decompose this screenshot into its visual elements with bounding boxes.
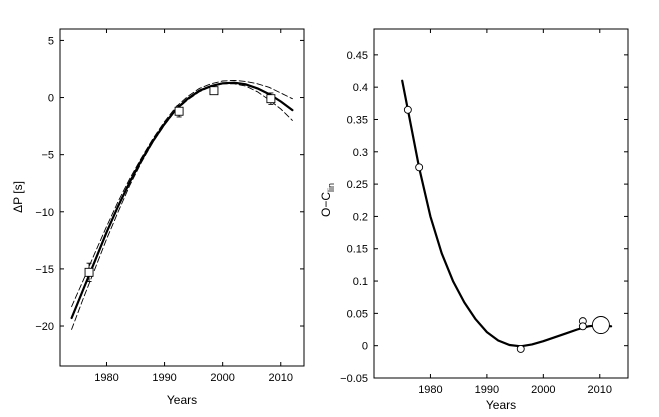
left-x-ticks: 1980 1990 2000 2010: [94, 29, 293, 384]
right-y-tick-label: 0.3: [353, 147, 368, 159]
right-y-tick-label: 0.15: [347, 244, 368, 256]
right-y-axis-label: O−Clin: [319, 183, 336, 217]
right-panel: 1980 1990 2000 2010 0.450.40.350.30.250.20.…: [319, 28, 629, 412]
right-x-tick-label: 2010: [588, 384, 612, 396]
right-y-ticks: 0.45 0.4 0.35 0.3 0.25 0.2 0.15 0.1 0.05 0 −0.05: [340, 50, 628, 385]
right-circle-marker: [403, 105, 412, 114]
left-y-tick-label: −5: [41, 150, 54, 162]
left-x-tick-label: 2010: [269, 372, 293, 384]
left-y-ticks: 5 0 −5 −10 −15 −20: [35, 35, 304, 333]
left-square-marker: [84, 267, 94, 277]
right-x-ticks: 1980 1990 2000 2010: [418, 29, 612, 396]
right-circle-marker: [415, 163, 424, 172]
right-x-tick-label: 2000: [531, 384, 555, 396]
left-y-tick-label: −10: [35, 207, 54, 219]
right-circle-marker: [516, 344, 525, 353]
left-y-tick-label: −15: [35, 264, 54, 276]
right-y-tick-label: 0.35: [347, 114, 368, 126]
left-series-fit-lower: [71, 83, 293, 330]
right-y-tick-label: 0.25: [347, 179, 368, 191]
right-curves: [401, 79, 613, 348]
right-y-tick-label: 0.1: [353, 276, 368, 288]
right-y-axis-label-sub: lin: [326, 183, 336, 192]
left-y-tick-label: 0: [48, 93, 54, 105]
left-square-marker: [209, 86, 219, 96]
left-panel: 1980 1990 2000 2010 5 0 −5 −10 −15 −20 Years ΔP …: [11, 28, 305, 407]
right-data-points: [403, 105, 610, 353]
right-y-tick-label: 0.05: [347, 308, 368, 320]
right-x-tick-label: 1990: [475, 384, 499, 396]
left-x-tick-label: 1990: [152, 372, 176, 384]
right-y-tick-label: 0.4: [353, 82, 368, 94]
right-circle-marker: [578, 322, 587, 331]
left-curves: [70, 79, 294, 330]
left-square-marker: [174, 106, 184, 116]
left-x-tick-label: 1980: [94, 372, 118, 384]
right-x-tick-label: 1980: [418, 384, 442, 396]
right-circle-marker: [591, 316, 610, 334]
left-data-points: [84, 86, 276, 282]
right-plot-frame: [373, 28, 629, 379]
right-series-fit: [401, 79, 613, 348]
right-y-tick-label: 0.45: [347, 50, 368, 62]
left-square-marker: [266, 94, 276, 104]
right-y-tick-label: 0: [362, 341, 368, 353]
right-y-axis-label-main: O−C: [319, 192, 333, 217]
left-x-axis-label: Years: [167, 393, 197, 407]
left-y-axis-label: ΔP [s]: [11, 181, 25, 213]
left-plot-frame: [59, 28, 305, 367]
left-y-tick-label: 5: [48, 35, 54, 47]
left-y-tick-label: −20: [35, 321, 54, 333]
right-x-axis-label: Years: [486, 398, 516, 412]
left-x-tick-label: 2000: [210, 372, 234, 384]
right-y-tick-label: 0.2: [353, 211, 368, 223]
left-series-fit-upper: [71, 79, 293, 308]
right-y-tick-label: −0.05: [340, 373, 368, 385]
left-series-fit: [70, 81, 294, 320]
